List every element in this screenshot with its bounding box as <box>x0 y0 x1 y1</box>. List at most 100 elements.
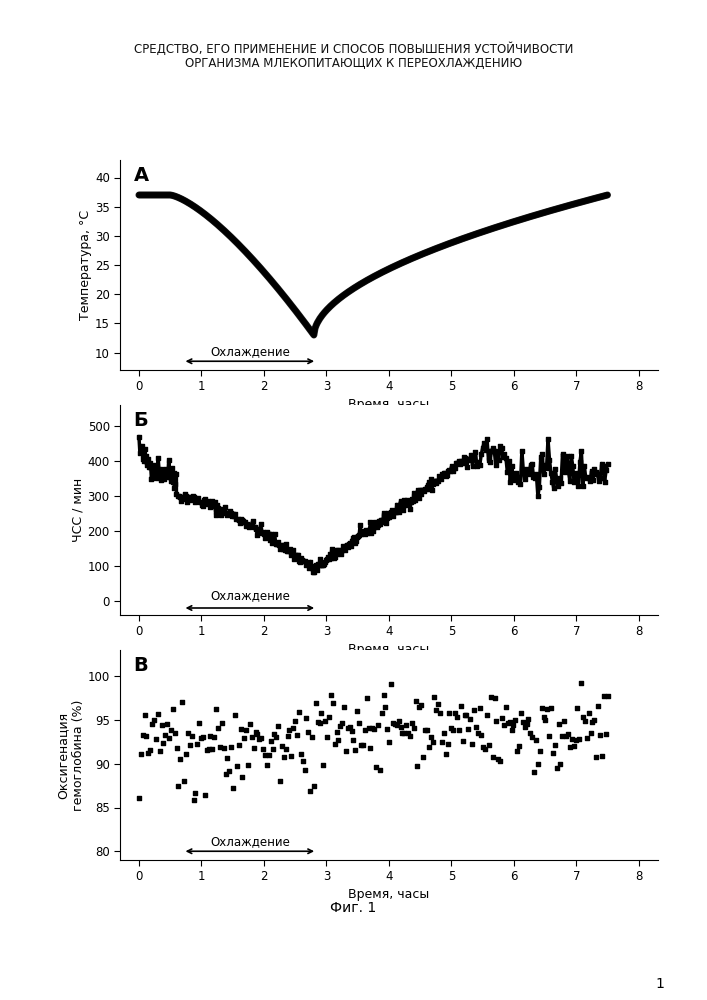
Point <box>512 743 523 759</box>
Point <box>561 448 573 464</box>
Point <box>300 710 312 726</box>
Point <box>216 715 228 731</box>
Point <box>497 449 508 465</box>
Point <box>545 700 556 716</box>
Point <box>376 512 387 528</box>
Point <box>206 741 218 757</box>
Point <box>271 729 282 745</box>
Point <box>204 499 216 515</box>
Point <box>493 751 504 767</box>
Point <box>211 701 222 717</box>
Point <box>217 503 228 519</box>
Point <box>436 466 448 482</box>
Point <box>566 731 578 747</box>
Point <box>366 525 377 541</box>
Point <box>462 721 474 737</box>
Point <box>595 727 606 743</box>
Point <box>337 715 348 731</box>
Point <box>223 506 234 522</box>
Point <box>580 470 592 486</box>
Point <box>245 716 256 732</box>
Point <box>315 551 326 567</box>
Point <box>164 465 175 481</box>
Point <box>516 443 527 459</box>
Point <box>169 725 180 741</box>
Point <box>211 497 223 513</box>
Point <box>474 700 485 716</box>
Point <box>583 705 595 721</box>
Point <box>461 707 472 723</box>
Point <box>575 675 587 691</box>
Point <box>259 526 270 542</box>
Point <box>254 522 265 538</box>
Point <box>181 494 192 510</box>
Point <box>484 454 496 470</box>
Point <box>399 497 411 513</box>
Point <box>374 516 385 532</box>
Point <box>202 493 214 509</box>
Point <box>336 546 347 562</box>
Point <box>429 473 440 489</box>
Point <box>356 737 367 753</box>
X-axis label: Время, часы: Время, часы <box>349 398 429 411</box>
Point <box>277 541 288 557</box>
Point <box>481 431 493 447</box>
Point <box>288 542 299 558</box>
Text: Охлаждение: Охлаждение <box>210 835 290 848</box>
Point <box>458 449 469 465</box>
Text: А: А <box>134 166 148 185</box>
Point <box>419 481 431 497</box>
Point <box>476 727 487 743</box>
Point <box>542 701 553 717</box>
Point <box>201 742 212 758</box>
Point <box>137 451 148 467</box>
Point <box>263 747 274 763</box>
Point <box>564 739 575 755</box>
Point <box>385 507 396 523</box>
Point <box>556 728 568 744</box>
Point <box>382 505 394 521</box>
Point <box>228 780 239 796</box>
Point <box>156 472 167 488</box>
Point <box>449 460 460 476</box>
Point <box>485 689 496 705</box>
Point <box>490 457 501 473</box>
Point <box>553 716 564 732</box>
Point <box>479 741 491 757</box>
Point <box>256 730 267 746</box>
Point <box>196 497 207 513</box>
Point <box>308 560 320 576</box>
Point <box>197 729 209 745</box>
Point <box>346 723 357 739</box>
Point <box>345 538 356 554</box>
Point <box>209 729 220 745</box>
Point <box>346 533 357 549</box>
Point <box>179 486 190 502</box>
Point <box>278 749 289 765</box>
Point <box>158 735 169 751</box>
Point <box>585 473 596 489</box>
Point <box>173 778 184 794</box>
Point <box>323 709 334 725</box>
Point <box>402 496 414 512</box>
Point <box>354 527 365 543</box>
Point <box>525 457 536 473</box>
Point <box>486 443 497 459</box>
Point <box>316 705 327 721</box>
Point <box>327 695 339 711</box>
Point <box>309 559 320 575</box>
Point <box>450 455 462 471</box>
Point <box>523 711 534 727</box>
Point <box>339 539 350 555</box>
Point <box>421 481 432 497</box>
Point <box>214 739 226 755</box>
Point <box>426 482 438 498</box>
Point <box>417 749 428 765</box>
Point <box>182 489 194 505</box>
Point <box>291 727 303 743</box>
Point <box>498 717 510 733</box>
Point <box>398 498 409 514</box>
Point <box>146 471 157 487</box>
Point <box>323 551 334 567</box>
Point <box>513 469 525 485</box>
